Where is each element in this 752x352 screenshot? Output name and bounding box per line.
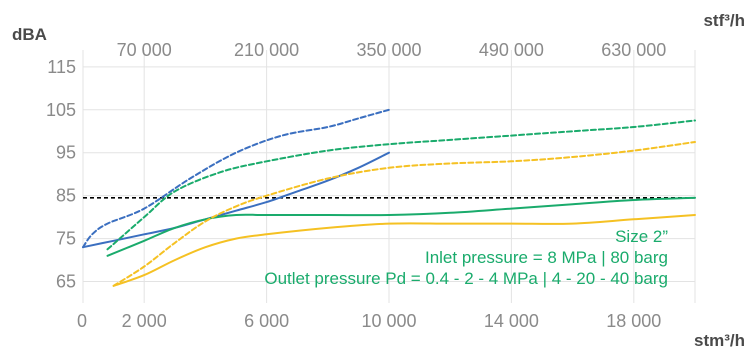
y-axis-unit: dBA [12,25,47,44]
series-line-6 [112,214,696,287]
x-top-tick-label: 350 000 [356,40,421,60]
annotation-outlet-pressure: Outlet pressure Pd = 0.4 - 2 - 4 MPa | 4… [264,269,668,288]
x-bottom-tick-label: 10 000 [361,311,416,331]
y-tick-labels: 65 75 85 95 105 115 [46,57,76,292]
annotation-size: Size 2” [615,227,668,246]
x-top-tick-label: 210 000 [234,40,299,60]
series-layer [82,108,696,287]
y-tick-label: 65 [56,272,76,292]
x-bottom-tick-labels: 0 2 000 6 000 10 000 14 000 18 000 [77,311,661,331]
x-bottom-tick-label: 6 000 [244,311,289,331]
x-bottom-axis-unit: stm³/h [694,331,745,350]
x-bottom-tick-label: 14 000 [484,311,539,331]
x-bottom-tick-label: 2 000 [122,311,167,331]
x-top-axis-unit: stf³/h [703,11,745,30]
series-line-5 [112,141,696,287]
series-line-3 [106,119,696,251]
series-line-4 [106,196,696,257]
x-top-tick-label: 490 000 [479,40,544,60]
x-bottom-tick-label: 0 [77,311,87,331]
x-top-tick-labels: 70 000 210 000 350 000 490 000 630 000 [117,40,667,60]
annotation-inlet-pressure: Inlet pressure = 8 MPa | 80 barg [425,248,668,267]
y-tick-label: 75 [56,229,76,249]
x-top-tick-label: 630 000 [601,40,666,60]
series-line-1 [82,108,390,249]
y-tick-label: 105 [46,100,76,120]
x-top-tick-label: 70 000 [117,40,172,60]
y-tick-label: 115 [47,57,76,77]
y-tick-label: 95 [56,143,76,163]
y-tick-label: 85 [56,186,76,206]
x-bottom-tick-label: 18 000 [606,311,661,331]
